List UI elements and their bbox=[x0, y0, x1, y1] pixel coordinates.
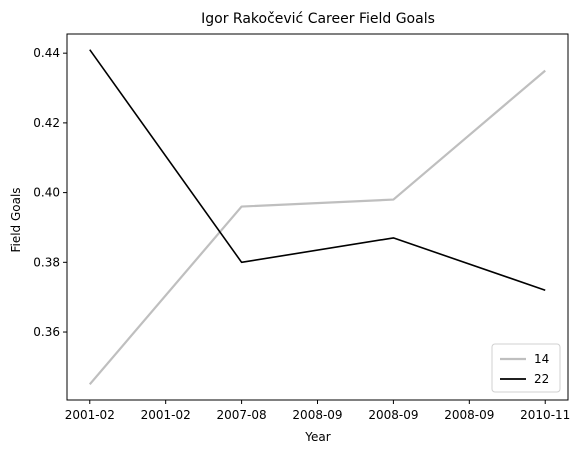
y-tick-label: 0.44 bbox=[33, 46, 60, 60]
x-axis: 2001-02 2001-02 2007-08 2008-09 2008-09 2008-… bbox=[65, 400, 570, 422]
plot-area: 2001-02 2001-02 2007-08 2008-09 2008-09 2008-… bbox=[33, 33, 570, 422]
y-axis: 0.36 0.38 0.40 0.42 0.44 bbox=[33, 46, 67, 339]
x-tick-label: 2008-09 bbox=[292, 408, 342, 422]
x-axis-label: Year bbox=[304, 430, 330, 444]
series-layer bbox=[88, 49, 546, 386]
chart-title: Igor Rakočević Career Field Goals bbox=[201, 11, 435, 27]
x-tick-label: 2001-02 bbox=[65, 408, 115, 422]
y-tick-label: 0.40 bbox=[33, 186, 60, 200]
y-axis-label: Field Goals bbox=[9, 187, 23, 252]
series-line-22 bbox=[89, 49, 546, 291]
legend-label-14: 14 bbox=[534, 352, 549, 366]
y-tick-label: 0.36 bbox=[33, 325, 60, 339]
x-tick-label: 2007-08 bbox=[217, 408, 267, 422]
legend-label-22: 22 bbox=[534, 372, 549, 386]
y-tick-label: 0.42 bbox=[33, 116, 60, 130]
y-tick-label: 0.38 bbox=[33, 255, 60, 269]
legend-box bbox=[491, 343, 561, 393]
x-tick-label: 2008-09 bbox=[444, 408, 494, 422]
x-tick-label: 2001-02 bbox=[141, 408, 191, 422]
x-tick-label: 2010-11 bbox=[520, 408, 570, 422]
series-line-14 bbox=[88, 69, 546, 386]
x-tick-label: 2008-09 bbox=[368, 408, 418, 422]
